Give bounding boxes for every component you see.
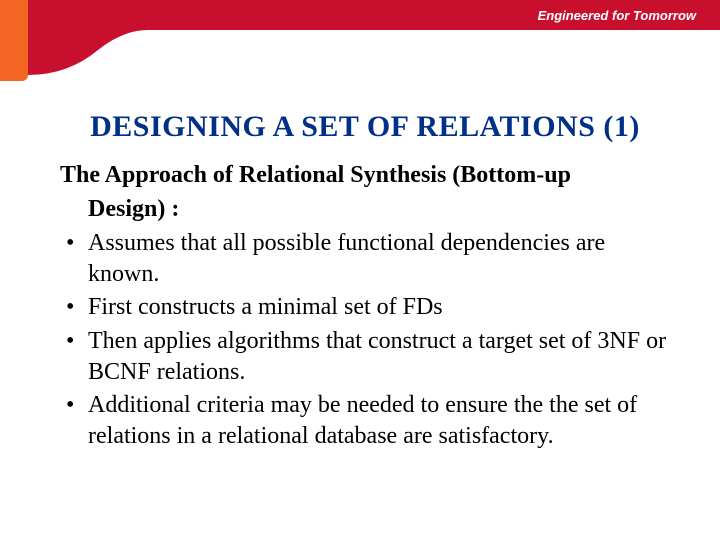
header-tagline: Engineered for Tomorrow [538, 8, 696, 23]
header-red-block: Engineered for Tomorrow [28, 0, 720, 30]
bullet-item: Then applies algorithms that construct a… [60, 326, 670, 388]
accent-orange-block [0, 30, 28, 75]
slide-subtitle-line2: Design) : [60, 194, 670, 224]
slide-content: DESIGNING A SET OF RELATIONS (1) The App… [60, 110, 670, 454]
bullet-item: Assumes that all possible functional dep… [60, 228, 670, 290]
slide-subtitle-line1: The Approach of Relational Synthesis (Bo… [60, 160, 670, 190]
slide-title: DESIGNING A SET OF RELATIONS (1) [60, 110, 670, 144]
bullet-item: First constructs a minimal set of FDs [60, 292, 670, 323]
accent-red-curve [28, 30, 148, 75]
header-orange-block [0, 0, 28, 30]
accent-decoration [0, 30, 148, 75]
accent-orange-strip [0, 75, 28, 81]
header-bar: Engineered for Tomorrow [0, 0, 720, 30]
bullet-list: Assumes that all possible functional dep… [60, 228, 670, 452]
bullet-item: Additional criteria may be needed to ens… [60, 390, 670, 452]
